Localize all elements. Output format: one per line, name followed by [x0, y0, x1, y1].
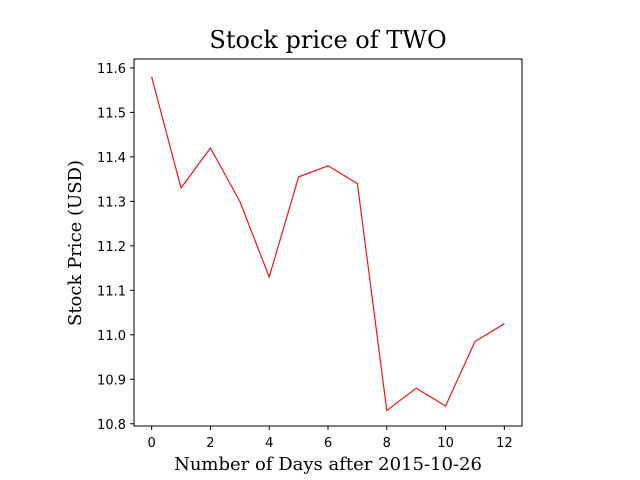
y-tick-label: 11.0	[97, 329, 126, 344]
x-axis-ticks: 0 2 4 6 8 10 12	[147, 426, 513, 451]
x-tick-label: 8	[383, 436, 391, 451]
y-axis-ticks: 10.8 10.9 11.0 11.1 11.2 11.3 11.4 11.5 11.6	[97, 62, 134, 433]
x-tick-label: 6	[324, 436, 332, 451]
chart-title: Stock price of TWO	[209, 26, 446, 54]
y-axis-label: Stock Price (USD)	[65, 160, 86, 326]
y-tick-label: 11.4	[97, 151, 126, 166]
y-tick-label: 11.5	[97, 106, 126, 121]
y-tick-label: 11.2	[97, 240, 126, 255]
y-tick-label: 11.1	[97, 284, 126, 299]
x-tick-label: 0	[147, 436, 155, 451]
y-tick-label: 11.3	[97, 195, 126, 210]
plot-frame	[133, 58, 523, 427]
price-series-line	[151, 76, 505, 412]
y-tick-label: 10.9	[97, 373, 126, 388]
x-tick-label: 2	[206, 436, 214, 451]
y-tick-label: 10.8	[97, 418, 126, 433]
x-tick-label: 12	[496, 436, 513, 451]
x-tick-label: 4	[265, 436, 273, 451]
y-tick-label: 11.6	[97, 62, 126, 77]
price-series-points	[151, 76, 505, 411]
x-tick-label: 10	[437, 436, 454, 451]
plot-axes: 0 2 4 6 8 10 12 10.8 10.9 11.0 11.1 11.2 11.3 11.4 11…	[97, 58, 523, 451]
x-axis-label: Number of Days after 2015-10-26	[174, 454, 482, 475]
